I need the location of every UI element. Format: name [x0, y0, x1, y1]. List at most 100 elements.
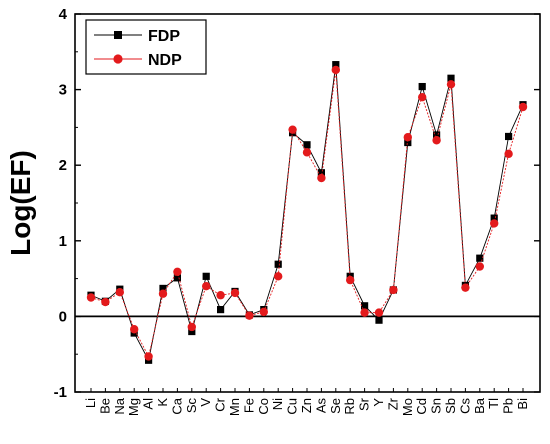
y-tick-label: 0 [59, 308, 67, 325]
legend-label-ndp: NDP [148, 52, 182, 69]
x-tick-label-zr: Zr [385, 397, 400, 410]
data-point-ndp [101, 297, 110, 307]
data-point-ndp [274, 272, 283, 281]
data-point-ndp [187, 322, 196, 332]
x-tick-label-ca: Ca [169, 397, 184, 414]
x-tick-label-k: K [155, 398, 170, 407]
legend: FDP NDP [85, 19, 207, 75]
data-point-fdp [404, 138, 412, 147]
y-tick-label: 4 [59, 6, 68, 23]
x-tick-label-fe: Fe [241, 398, 256, 413]
x-tick-label-rb: Rb [342, 398, 357, 415]
data-point-ndp [115, 288, 125, 297]
data-point-ndp [202, 281, 211, 291]
data-point-fdp [332, 61, 340, 69]
data-point-fdp [303, 141, 311, 149]
x-tick-label-cd: Cd [414, 398, 429, 415]
x-tick-label-as: As [313, 398, 328, 414]
data-point-ndp [245, 311, 254, 320]
data-point-fdp [202, 272, 210, 280]
data-point-fdp [375, 316, 383, 324]
x-tick-label-v: V [198, 398, 213, 407]
data-point-fdp [188, 327, 196, 336]
legend-box [85, 19, 207, 75]
data-point-ndp [403, 133, 412, 142]
x-tick-label-mg: Mg [126, 398, 141, 416]
legend-label-fdp: FDP [148, 28, 180, 45]
data-point-ndp [259, 307, 268, 317]
data-point-ndp [86, 293, 96, 302]
x-tick-label-y: Y [371, 398, 386, 407]
y-tick-label: 1 [59, 233, 67, 250]
x-tick-label-cr: Cr [213, 397, 228, 411]
series-line-ndp [90, 69, 524, 358]
data-point-fdp [173, 274, 181, 282]
data-point-ndp [302, 148, 312, 157]
legend-marker-fdp [114, 31, 122, 39]
data-point-ndp [432, 136, 441, 145]
x-tick-label-mo: Mo [400, 398, 415, 416]
data-point-fdp [476, 254, 484, 262]
data-point-fdp [159, 284, 167, 293]
data-point-ndp [331, 65, 340, 75]
x-tick-label-ba: Ba [472, 397, 487, 414]
x-tick-label-sr: Sr [357, 397, 372, 411]
x-tick-label-zn: Zn [299, 398, 314, 413]
x-tick-label-sn: Sn [429, 398, 444, 414]
x-tick-label-al: Al [141, 398, 156, 410]
data-point-fdp [490, 214, 498, 222]
x-tick-label-li: Li [83, 398, 98, 408]
x-tick-label-na: Na [112, 397, 127, 414]
series-ndp [86, 65, 528, 361]
data-point-ndp [446, 80, 456, 89]
data-point-ndp [475, 262, 484, 271]
data-point-ndp [360, 308, 369, 317]
data-point-fdp [418, 82, 426, 91]
x-tick-label-pb: Pb [501, 398, 516, 414]
data-point-fdp [274, 260, 282, 268]
series-fdp [87, 61, 527, 364]
x-tick-label-se: Se [328, 398, 343, 414]
data-point-ndp [216, 291, 225, 300]
data-point-fdp [433, 131, 441, 139]
x-tick-label-be: Be [97, 398, 112, 414]
y-tick-label: 3 [59, 82, 67, 99]
series-layer [86, 61, 528, 364]
x-tick-label-cs: Cs [457, 398, 472, 414]
x-tick-label-bi: Bi [515, 398, 530, 410]
axes-layer: -1 0 1 2 3 4 Log(EF) Li Be Na Mg Al K Ca Sc V Cr Mn Fe Co Ni… [5, 6, 541, 416]
data-point-ndp [504, 149, 513, 159]
legend-marker-ndp [113, 54, 123, 64]
data-point-fdp [217, 305, 225, 314]
data-point-ndp [346, 275, 355, 285]
data-point-ndp [490, 219, 499, 228]
y-axis-label: Log(EF) [5, 150, 36, 256]
data-point-ndp [288, 125, 297, 134]
x-tick-label-sb: Sb [443, 398, 458, 414]
data-point-ndp [144, 352, 153, 361]
data-point-ndp [518, 102, 528, 112]
data-point-ndp [374, 308, 384, 317]
data-point-fdp [317, 169, 325, 177]
data-point-ndp [418, 92, 427, 102]
data-point-ndp [389, 285, 398, 295]
data-point-ndp [230, 288, 240, 298]
x-tick-label-cu: Cu [285, 398, 300, 415]
data-point-ndp [317, 173, 326, 183]
x-tick-label-sc: Sc [184, 398, 199, 414]
x-tick-label-ni: Ni [270, 398, 285, 410]
x-tick-label-co: Co [256, 398, 271, 415]
data-point-ndp [130, 325, 139, 334]
data-point-ndp [158, 289, 168, 298]
y-tick-label: -1 [54, 384, 67, 401]
data-point-ndp [461, 283, 470, 292]
y-tick-label: 2 [59, 157, 67, 174]
data-point-fdp [361, 302, 369, 310]
data-point-fdp [447, 74, 455, 82]
x-tick-label-tl: Tl [486, 398, 501, 409]
data-point-fdp [505, 132, 513, 141]
data-point-ndp [173, 267, 182, 276]
x-tick-label-mn: Mn [227, 398, 242, 416]
